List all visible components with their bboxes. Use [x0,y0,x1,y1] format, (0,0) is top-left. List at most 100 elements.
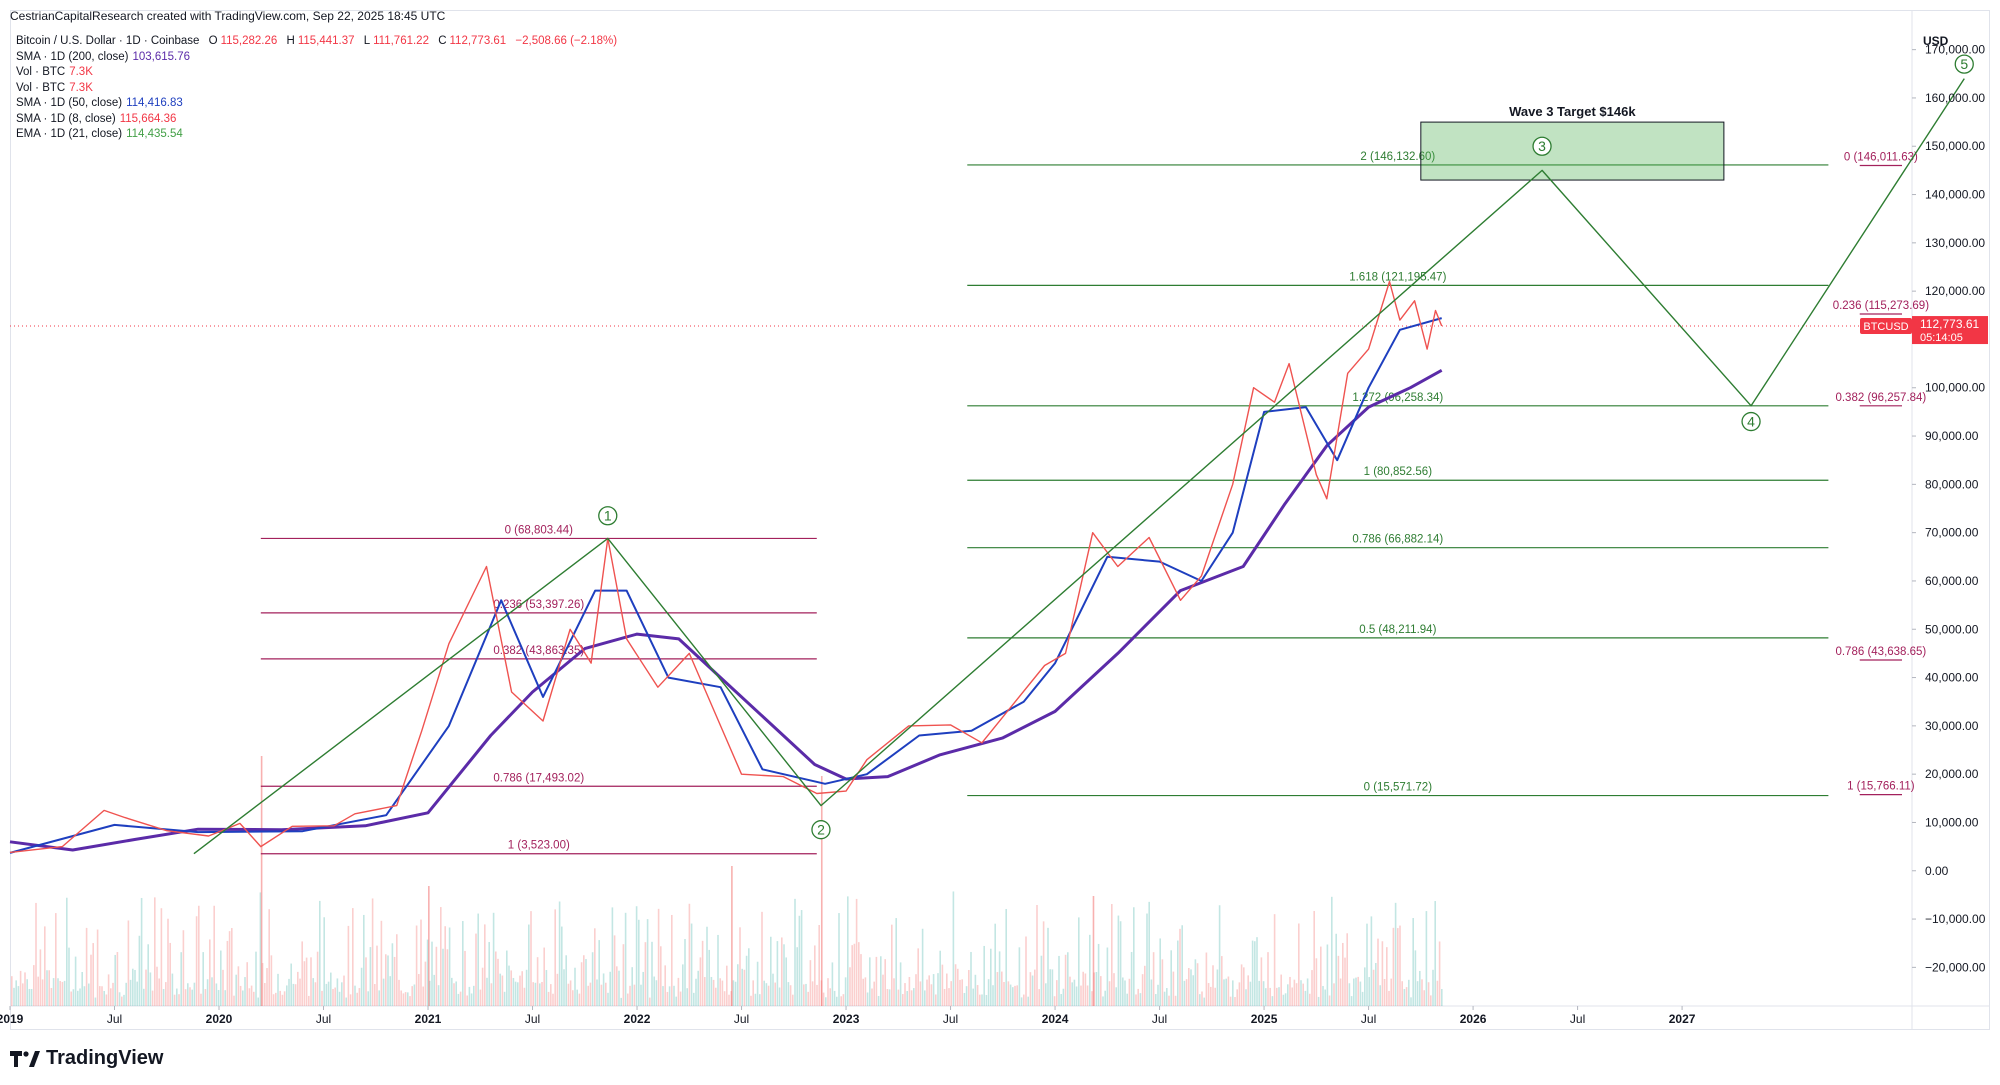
volume-bar [1152,952,1155,1006]
volume-bar [286,985,288,1006]
price-axis[interactable]: 170,000.00 160,000.00 150,000.00 140,000.00… [1912,43,1986,975]
volume-bar [798,915,801,1006]
volume-bar [261,963,264,1006]
volume-bar [140,897,143,1006]
volume-bar [677,977,680,1006]
volume-bar [646,919,649,1006]
volume-bar [767,985,770,1006]
volume-spike [820,776,823,1006]
volume-bar [402,993,405,1006]
volume-bar [1115,987,1117,1006]
volume-bar [1146,913,1148,1006]
volume-bar [882,974,884,1006]
legend-indicator-row[interactable]: SMA · 1D (50, close) 114,416.83 [16,96,623,112]
legend-indicator-row[interactable]: Vol · BTC 7.3K [16,81,623,97]
volume-bar [1047,927,1049,1006]
volume-bar [574,967,576,1006]
volume-bar [785,957,787,1006]
volume-bar [728,994,730,1006]
time-axis-label: Jul [107,1012,122,1026]
volume-bar [968,970,970,1006]
volume-bar [418,974,420,1006]
volume-bar [1282,994,1285,1006]
volume-bar [932,974,935,1006]
volume-bar [138,935,141,1006]
volume-bar [105,994,108,1006]
volume-bar [374,984,376,1006]
volume-bar [1328,995,1331,1006]
volume-bar [1240,964,1243,1006]
volume-bar [1399,925,1401,1006]
volume-bar [1238,982,1241,1006]
wave-label-number: 1 [604,508,612,524]
volume-bar [1359,981,1362,1006]
volume-bar [475,933,477,1006]
volume-bar [836,996,838,1006]
price-axis-label: 50,000.00 [1925,622,1979,636]
volume-bar [173,994,176,1006]
volume-bar [1300,980,1302,1006]
volume-bar [290,963,292,1006]
volume-bar [292,983,295,1006]
volume-bar [15,980,17,1006]
wave-label-circle [811,820,831,840]
volume-bar [446,949,449,1006]
volume-bar [424,961,427,1006]
volume-bar [415,925,418,1006]
volume-bar [1159,938,1161,1006]
legend-indicator-row[interactable]: Vol · BTC 7.3K [16,65,623,81]
volume-bar [22,983,24,1006]
volume-bar [1438,941,1441,1006]
volume-bar [143,988,145,1006]
legend-indicator-row[interactable]: SMA · 1D (8, close) 115,664.36 [16,112,623,128]
volume-bar [376,945,378,1006]
tradingview-logo[interactable]: TradingView [10,1047,163,1070]
volume-bar [937,973,939,1006]
volume-bar [939,950,941,1006]
volume-bar [103,990,105,1006]
legend-indicator-row[interactable]: EMA · 1D (21, close) 114,435.54 [16,127,623,143]
volume-bar [28,988,31,1006]
volume-bar [1095,971,1098,1006]
volume-bar [521,971,523,1006]
volume-bar [996,972,999,1006]
volume-bar [1027,996,1029,1006]
volume-bar [17,986,20,1006]
volume-bar [1117,915,1120,1006]
volume-bar [946,973,948,1006]
volume-bar [829,988,831,1006]
volume-bar [209,939,211,1006]
time-axis-label: 2027 [1669,1012,1696,1026]
volume-bar [1122,977,1124,1006]
volume-bar [943,988,946,1006]
volume-bar [1375,963,1377,1006]
wave-label-circle [598,506,618,526]
legend-indicator-value: 103,615.76 [132,50,191,63]
footer-bar [10,1030,1990,1085]
time-axis[interactable]: 2019 Jul 2020 Jul 2021 Jul 2022 Jul 2023 Jul 2024 J… [0,1006,1696,1026]
wave-label-number: 5 [1960,56,1968,72]
volume-bar [1020,997,1023,1006]
volume-bar [277,973,279,1006]
volume-bar [239,985,242,1006]
volume-bar [1031,975,1034,1006]
volume-bar [266,968,268,1006]
price-chart[interactable]: 0 (68,803.44) 0.236 (53,397.26) 0.382 (43,… [0,0,2000,1030]
volume-bar [147,944,149,1006]
volume-bar [919,981,922,1006]
volume-bar [858,942,860,1006]
volume-bar [963,992,966,1006]
volume-bar [688,903,691,1006]
wave-label-number: 3 [1538,138,1546,154]
legend-indicator-row[interactable]: SMA · 1D (200, close) 103,615.76 [16,50,623,66]
currency-label[interactable]: USD [1923,34,1949,48]
fib-level-label: 0 (68,803.44) [505,524,574,536]
volume-bar [917,948,919,1006]
volume-bar [391,943,394,1006]
volume-bar [1256,937,1258,1006]
volume-bar [319,900,321,1006]
volume-bar [365,957,367,1006]
volume-bar [699,957,702,1006]
volume-bar [1190,969,1192,1006]
